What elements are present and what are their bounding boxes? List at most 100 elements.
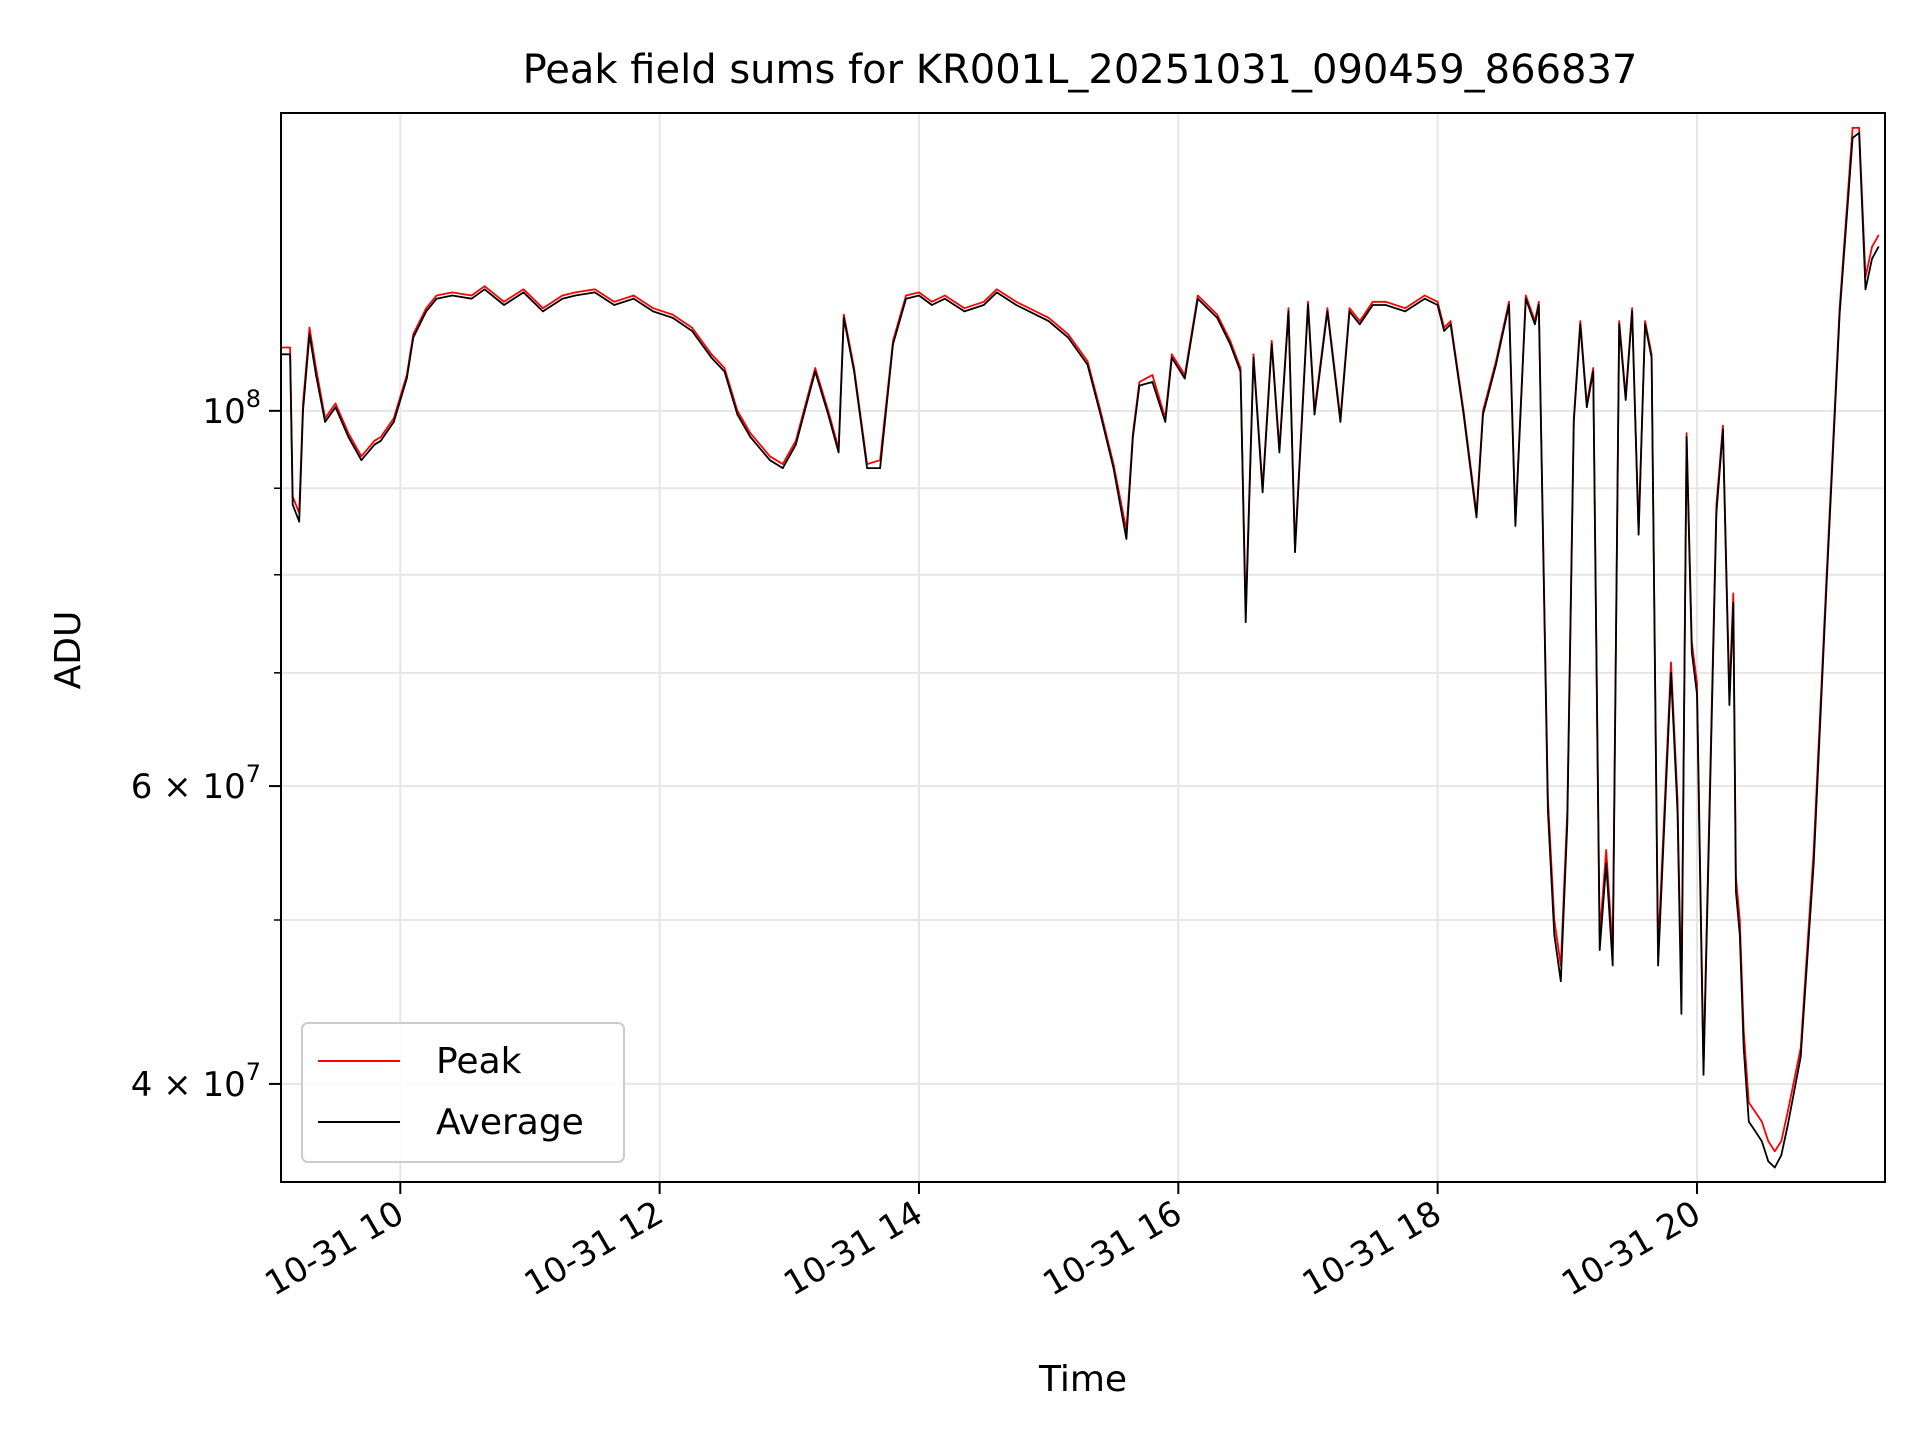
series-average-line-point: [1508, 304, 1510, 306]
series-average-line-point: [298, 520, 301, 523]
series-peak-line-point: [749, 432, 752, 435]
series-average-line-point: [1197, 297, 1199, 300]
series-average-line-point: [1261, 491, 1264, 494]
series-average-line-point: [291, 503, 294, 506]
series-average-line-point: [1475, 516, 1478, 519]
series-average-line-point: [1657, 964, 1659, 967]
series-average-line-point: [360, 459, 363, 462]
y-axis: 108 6 × 107 4 × 107: [131, 385, 281, 1105]
series-peak-line-point: [1871, 246, 1873, 248]
series-average-line-point: [1462, 413, 1465, 416]
series-average-line-point: [892, 343, 894, 346]
series-average-line-point: [671, 317, 674, 319]
series-average-line-point: [769, 459, 771, 462]
series-average-line-point: [710, 356, 713, 359]
series-average-line-point: [1423, 297, 1426, 300]
series-peak-line-point: [1508, 301, 1510, 303]
series-average-line-point: [1553, 934, 1556, 936]
series-peak-line-point: [1326, 307, 1329, 310]
series-average-line-point: [1799, 1056, 1802, 1058]
series-average-line-point: [412, 336, 415, 339]
series-average-line-point: [795, 443, 797, 446]
series-average-line-point: [1644, 323, 1646, 326]
series-average-line-point: [1138, 384, 1141, 387]
series-average-line-point: [1611, 964, 1614, 967]
series-average-line-point: [1732, 602, 1735, 604]
series-average-line-point: [827, 413, 829, 416]
series-average-line-point: [1538, 304, 1540, 306]
series-average-line-point: [1748, 1120, 1750, 1123]
series-peak-line-point: [1618, 320, 1620, 322]
legend-label-peak: Peak: [436, 1041, 522, 1082]
series-average-line-point: [782, 467, 784, 469]
series-peak-line-point: [1404, 307, 1406, 310]
series-average-line-point: [853, 370, 855, 373]
series-average-line-point: [1767, 1160, 1770, 1163]
series-average-line-point: [1015, 304, 1017, 306]
series-peak-line-point: [1774, 1150, 1776, 1152]
series-average-line-point: [1728, 704, 1731, 706]
series-peak-line-point: [1287, 307, 1290, 310]
series-average-line-point: [1825, 583, 1828, 585]
series-peak-line-point: [1525, 294, 1527, 297]
series-average-line-point: [814, 370, 816, 373]
series-peak-line-point: [632, 294, 635, 297]
series-peak-line-point: [1592, 367, 1594, 369]
series-average-line-point: [1774, 1166, 1776, 1169]
series-peak-line-point: [380, 436, 382, 438]
series-average-line-point: [1650, 356, 1653, 359]
series-peak-line-point: [918, 291, 920, 294]
series-average-line-point: [1125, 538, 1128, 540]
series-peak-line-point: [542, 307, 544, 310]
series-average-line-point: [1443, 330, 1445, 332]
series-average-line-point: [451, 294, 454, 297]
series-average-line-point: [1385, 304, 1387, 306]
series-peak-line-point: [983, 301, 985, 303]
series-average-line-point: [1637, 533, 1640, 536]
series-average-line-point: [1680, 1013, 1683, 1015]
series-average-line-point: [1871, 258, 1873, 260]
series-average-line-point: [1761, 1140, 1763, 1142]
series-average-line-point: [1313, 413, 1316, 416]
series-peak-line-point: [691, 326, 693, 329]
series-peak-line-point: [1858, 127, 1860, 129]
series-average-line-point: [996, 291, 998, 294]
series-peak-line-point: [814, 367, 816, 369]
series-peak-line-point: [1423, 294, 1426, 297]
series-peak-line-point: [1229, 340, 1231, 342]
series-peak-line-point: [425, 307, 428, 310]
series-average-line-point: [843, 317, 845, 319]
series-peak-line-point: [1754, 1111, 1757, 1113]
series-peak-line-point: [1028, 307, 1030, 310]
series-average-line-point: [918, 294, 920, 297]
series-peak-line-point: [1538, 301, 1540, 303]
plot-frame: [280, 112, 1886, 1183]
series-peak-line-point: [905, 294, 907, 297]
series-average-line-point: [1132, 436, 1134, 438]
series-average-line-point: [435, 297, 438, 300]
series-average-line-point: [1252, 356, 1255, 359]
series-average-line-point: [315, 374, 317, 376]
series-average-line-point: [749, 436, 752, 438]
series-peak-line-point: [710, 353, 713, 356]
series-layer: [281, 126, 1880, 1169]
series-peak-line-point: [1216, 313, 1218, 316]
series-peak-line-point: [1270, 340, 1273, 342]
series-peak-line-point: [503, 301, 505, 303]
y-tick-label: 108: [202, 385, 261, 432]
series-average-line-point: [1372, 304, 1374, 306]
series-average-line-point: [1086, 363, 1089, 366]
series-peak-line-point: [769, 455, 771, 458]
series-peak-line-point: [360, 455, 363, 458]
series-average-line-point: [522, 291, 525, 294]
chart-title: Peak field sums for KR001L_20251031_0904…: [523, 47, 1638, 93]
series-peak-line-point: [1436, 301, 1439, 303]
series-average-line-point: [393, 421, 395, 423]
series-average-line-point: [503, 304, 505, 306]
series-average-line-point: [736, 413, 739, 416]
series-average-line-point: [1676, 810, 1679, 812]
series-average-line-point: [1339, 421, 1342, 423]
series-peak-line-point: [1767, 1140, 1770, 1142]
series-peak-line-point: [944, 294, 946, 297]
series-peak-line-point: [1631, 307, 1633, 310]
